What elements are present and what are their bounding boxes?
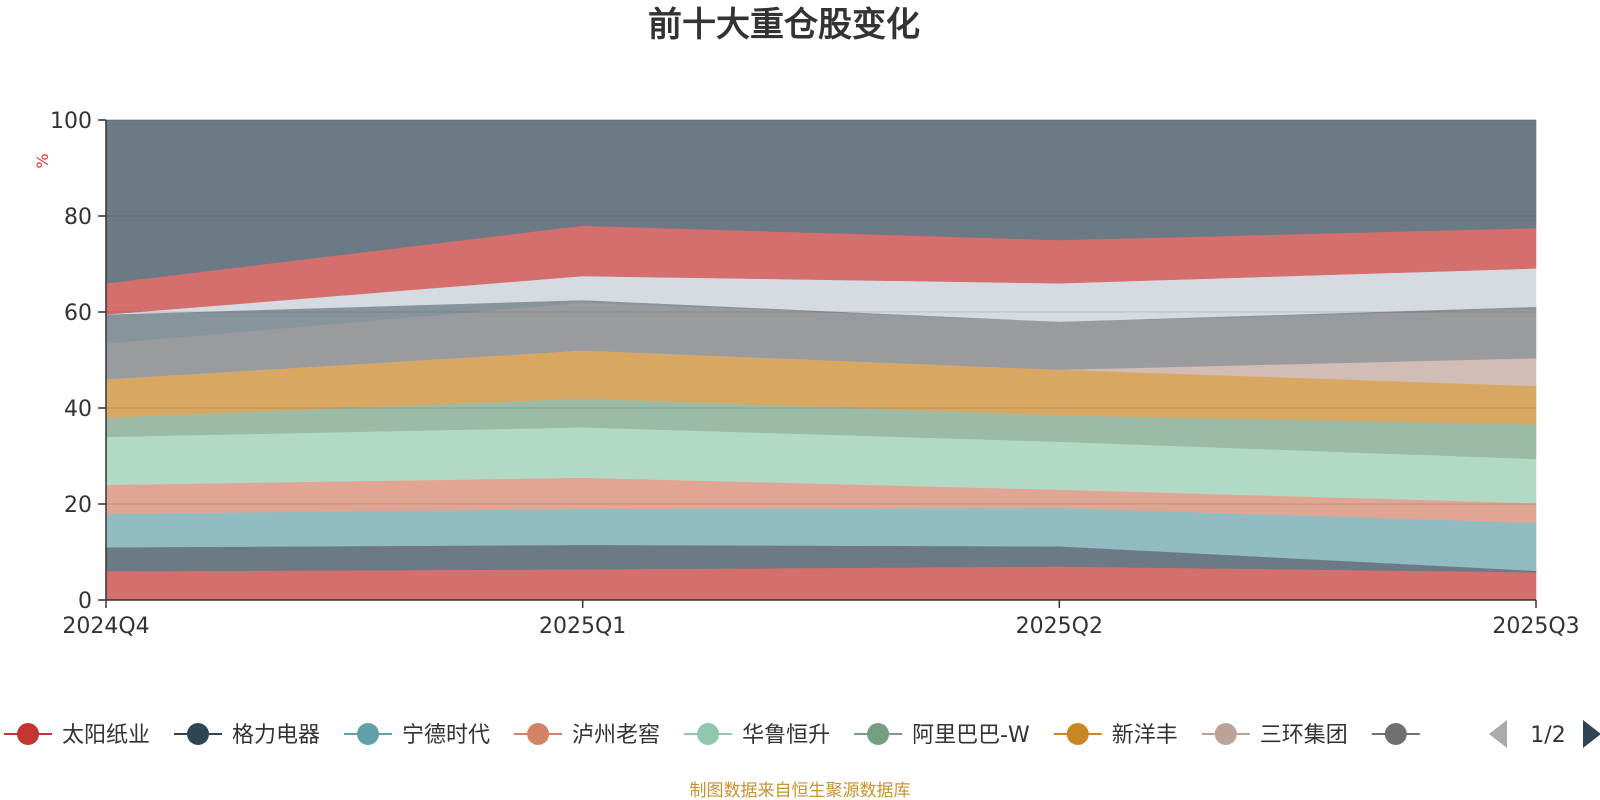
data-source-note: 制图数据来自恒生聚源数据库	[690, 781, 911, 800]
legend-label: 三环集团	[1260, 723, 1348, 748]
legend-item-6[interactable]: 阿里巴巴-W	[854, 723, 1030, 748]
legend-label: 泸州老窖	[572, 723, 660, 748]
legend-next-icon[interactable]	[1583, 720, 1600, 748]
legend-marker	[1066, 723, 1089, 745]
x-tick-label: 2025Q3	[1492, 614, 1579, 639]
legend-label: 华鲁恒升	[742, 723, 830, 748]
legend-label: 阿里巴巴-W	[912, 723, 1030, 748]
legend-item-7[interactable]: 新洋丰	[1053, 723, 1178, 748]
y-tick-label: 60	[64, 301, 92, 326]
legend-label: 太阳纸业	[62, 723, 150, 748]
y-tick-label: 0	[78, 589, 92, 614]
legend-marker	[1214, 723, 1237, 745]
area-layers	[105, 119, 1537, 601]
legend-item-5[interactable]: 华鲁恒升	[684, 723, 830, 748]
area-series-13	[105, 119, 1537, 284]
legend-item-9[interactable]	[1371, 723, 1420, 745]
y-axis-unit: %	[33, 153, 52, 168]
chart-title: 前十大重仓股变化	[648, 5, 920, 45]
legend-marker	[357, 723, 380, 745]
legend-marker	[867, 723, 890, 745]
x-tick-label: 2025Q2	[1016, 614, 1103, 639]
x-tick-label: 2025Q1	[539, 614, 626, 639]
legend-item-2[interactable]: 格力电器	[174, 723, 320, 748]
y-tick-label: 100	[50, 109, 92, 134]
legend-label: 格力电器	[232, 723, 320, 748]
y-tick-label: 80	[64, 205, 92, 230]
legend-marker	[697, 723, 720, 745]
y-tick-label: 40	[64, 397, 92, 422]
legend-page-indicator: 1/2	[1530, 723, 1565, 748]
legend-label: 宁德时代	[402, 723, 490, 748]
axes: 0 20 40 60 80 100 2024Q4 2025Q1 2025Q2 2025Q3	[50, 109, 1580, 639]
y-tick-label: 20	[64, 493, 92, 518]
legend-pager[interactable]: 1/2	[1489, 720, 1600, 748]
legend-marker	[1384, 723, 1407, 745]
legend-item-8[interactable]: 三环集团	[1201, 723, 1348, 748]
legend-marker	[527, 723, 550, 745]
legend-item-1[interactable]: 太阳纸业	[4, 723, 150, 748]
legend-label: 新洋丰	[1112, 723, 1178, 748]
legend-item-3[interactable]: 宁德时代	[344, 723, 490, 748]
legend: 太阳纸业 格力电器 宁德时代 泸州老窖 华鲁恒升 阿里巴巴-W 新洋丰 三环集团	[4, 723, 1420, 748]
grid-lines	[106, 119, 1536, 505]
legend-prev-icon[interactable]	[1489, 720, 1507, 748]
legend-marker	[187, 723, 210, 745]
legend-item-4[interactable]: 泸州老窖	[514, 723, 660, 748]
legend-marker	[17, 723, 39, 745]
x-tick-label: 2024Q4	[62, 614, 149, 639]
area-series-1	[105, 566, 1537, 601]
